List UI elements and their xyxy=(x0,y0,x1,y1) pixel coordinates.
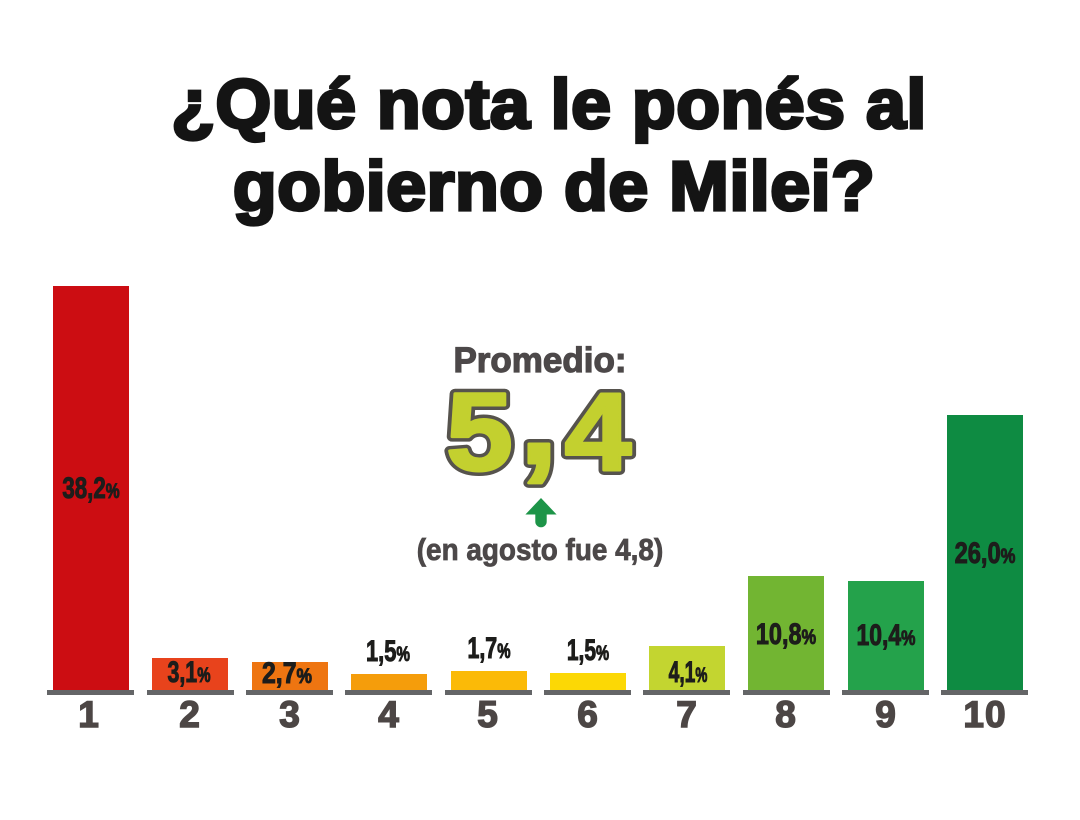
svg-text:5,4: 5,4 xyxy=(446,360,638,494)
svg-text:5,4: 5,4 xyxy=(446,360,638,494)
